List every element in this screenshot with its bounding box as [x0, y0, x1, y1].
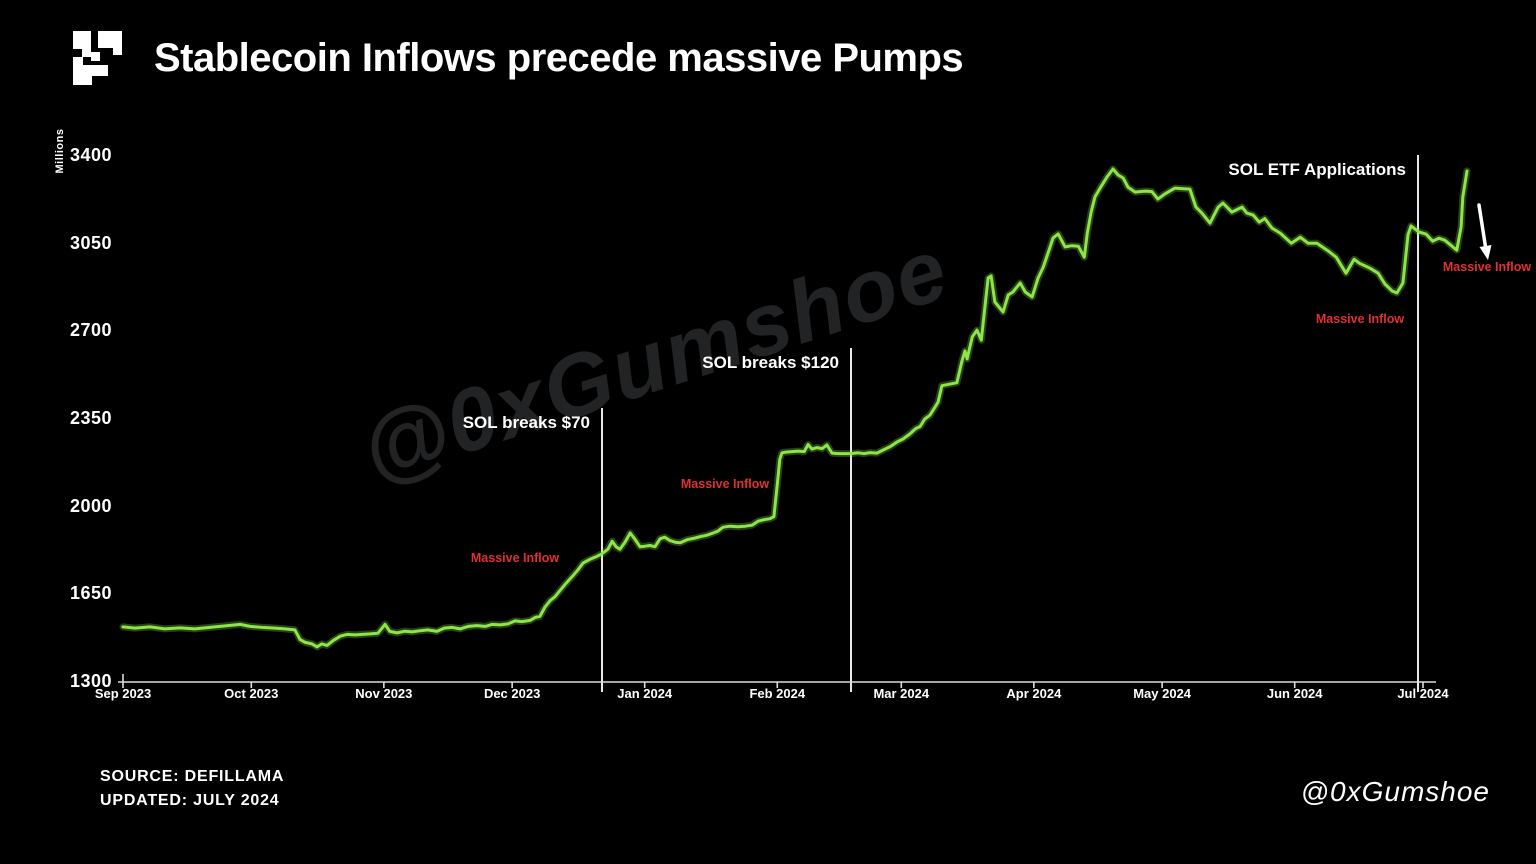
event-annotation-label: SOL breaks $120: [702, 353, 839, 372]
x-axis-tick-label: Apr 2024: [1006, 686, 1062, 701]
event-annotation-label: SOL breaks $70: [462, 413, 590, 432]
stablecoin-line: [121, 167, 1469, 649]
y-axis-tick-label: 1300: [69, 671, 112, 691]
stablecoin-line-glow: [119, 165, 1471, 651]
x-axis-tick-label: Jan 2024: [617, 686, 673, 701]
massive-inflow-label: Massive Inflow: [1315, 312, 1405, 326]
massive-inflow-label: Massive Inflow: [680, 477, 770, 491]
x-axis-tick-label: Sep 2023: [94, 686, 152, 701]
y-axis-tick-label: 2700: [69, 320, 112, 341]
y-axis-tick-label: 2350: [69, 408, 112, 428]
x-axis-tick-label: Jun 2024: [1266, 686, 1323, 701]
x-axis-tick-label: Oct 2023: [224, 686, 279, 701]
x-axis-tick-label: Jul 2024: [1397, 686, 1449, 701]
x-axis-tick-label: Nov 2023: [355, 686, 413, 701]
y-axis-tick-label: 3050: [69, 232, 112, 253]
massive-inflow-label: Massive Inflow: [1442, 260, 1532, 274]
source-credit: SOURCE: DEFILLAMA: [100, 768, 285, 785]
page-title: Stablecoin Inflows precede massive Pumps: [154, 36, 964, 80]
author-handle: @0xGumshoe: [1300, 776, 1490, 807]
massive-inflow-label: Massive Inflow: [470, 551, 560, 565]
updated-date: UPDATED: JULY 2024: [100, 792, 280, 809]
x-axis-tick-label: Mar 2024: [873, 686, 930, 701]
y-axis-tick-label: 2000: [69, 495, 112, 516]
x-axis-tick-label: Dec 2023: [483, 686, 541, 701]
y-axis-tick-label: 3400: [69, 145, 112, 165]
x-axis-tick-label: May 2024: [1133, 686, 1192, 701]
inflow-arrow-shaft: [1477, 203, 1488, 252]
y-axis-tick-label: 1650: [69, 583, 112, 604]
inflow-arrow-head: [1479, 245, 1492, 260]
x-axis-tick-label: Feb 2024: [749, 686, 806, 701]
event-annotation-label: SOL ETF Applications: [1228, 160, 1406, 179]
brand-logo-icon: [73, 31, 122, 85]
